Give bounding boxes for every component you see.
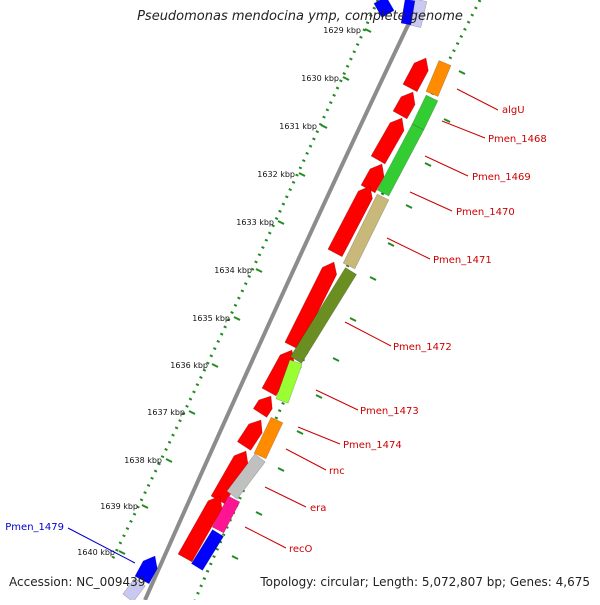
label-connector	[386, 237, 431, 260]
gene-feature	[253, 416, 284, 460]
cds-feature	[252, 395, 273, 418]
gene-tick-mark	[255, 511, 263, 516]
gene-feature	[226, 453, 266, 500]
label-connector	[244, 526, 287, 549]
kbp-tick-mark	[165, 458, 173, 463]
gene-label: Pmen_1479	[5, 522, 64, 533]
gene-feature	[342, 193, 390, 270]
label-connector	[67, 527, 136, 564]
kbp-tick-mark	[364, 28, 372, 33]
gene-tick-mark	[349, 317, 357, 322]
gene-label: era	[310, 503, 326, 514]
map-title: Pseudomonas mendocina ymp, complete geno…	[137, 9, 463, 24]
gene-label: algU	[502, 105, 525, 116]
kbp-tick-mark	[211, 363, 219, 368]
kbp-tick-mark	[298, 172, 306, 177]
cds-feature	[402, 57, 429, 93]
gene-labels: algU Pmen_1468 Pmen_1469 Pmen_1470 Pmen_1471…	[5, 88, 547, 564]
cds-feature	[177, 495, 223, 563]
cds-feature	[360, 163, 385, 194]
kbp-tick-label: 1640 kbp	[77, 548, 115, 557]
kbp-tick-label: 1637 kbp	[147, 408, 185, 417]
kbp-tick-label: 1629 kbp	[323, 26, 361, 35]
gene-label: recO	[289, 544, 313, 555]
kbp-tick-label: 1633 kbp	[236, 218, 274, 227]
gene-feature	[211, 495, 241, 534]
gene-label: Pmen_1474	[343, 440, 402, 451]
gene-features	[122, 0, 452, 603]
gene-tick-mark	[277, 467, 285, 472]
gene-feature	[400, 0, 416, 26]
gene-feature	[373, 0, 395, 18]
cds-feature	[370, 117, 405, 165]
gene-label: rnc	[329, 466, 345, 477]
gene-tick-mark	[332, 357, 340, 362]
gene-tick-mark	[424, 162, 432, 167]
genome-backbone	[143, 0, 422, 601]
gene-feature	[191, 529, 224, 571]
gene-tick-mark	[296, 430, 304, 435]
gene-tick-mark	[231, 555, 239, 560]
gene-tick-mark	[405, 204, 413, 209]
kbp-tick-label: 1639 kbp	[100, 502, 138, 511]
label-connector	[297, 426, 341, 445]
gene-tick-mark	[443, 118, 451, 123]
label-connector	[441, 120, 486, 139]
label-connector	[409, 191, 453, 212]
kbp-tick-label: 1636 kbp	[170, 361, 208, 370]
gene-label: Pmen_1469	[472, 172, 531, 183]
cds-feature	[392, 91, 416, 120]
gene-tick-mark	[315, 394, 323, 399]
gene-feature	[275, 359, 303, 404]
label-connector	[456, 88, 499, 111]
backbone-line	[143, 0, 422, 601]
kbp-tick-label: 1631 kbp	[279, 122, 317, 131]
kbp-tick-mark	[342, 76, 350, 81]
kbp-tick-mark	[320, 124, 328, 129]
accession-text: Accession: NC_009439	[9, 575, 146, 589]
gene-feature	[425, 60, 452, 97]
gene-label: Pmen_1471	[433, 255, 492, 266]
gene-tick-mark	[387, 242, 395, 247]
gene-label: Pmen_1473	[360, 406, 419, 417]
gene-tick-mark	[458, 70, 466, 75]
gene-feature	[411, 94, 439, 131]
label-connector	[315, 389, 359, 411]
kbp-tick-label: 1630 kbp	[301, 74, 339, 83]
kbp-tick-mark	[233, 316, 241, 321]
kbp-tick-label: 1638 kbp	[124, 456, 162, 465]
label-connector	[424, 155, 469, 177]
genome-summary-text: Topology: circular; Length: 5,072,807 bp…	[260, 575, 590, 589]
label-connector	[285, 448, 327, 471]
cds-feature	[284, 261, 337, 350]
kbp-tick-mark	[188, 410, 196, 415]
kbp-tick-mark	[255, 268, 263, 273]
gene-label: Pmen_1472	[393, 342, 452, 353]
kbp-tick-label: 1634 kbp	[214, 266, 252, 275]
label-connector	[344, 321, 392, 347]
gene-tick-mark	[369, 276, 377, 281]
cds-feature	[134, 555, 158, 585]
label-connector	[264, 486, 307, 508]
kbp-tick-mark	[118, 550, 126, 555]
kbp-tick-label: 1632 kbp	[257, 170, 295, 179]
kbp-tick-label: 1635 kbp	[192, 314, 230, 323]
gene-label: Pmen_1470	[456, 207, 515, 218]
kbp-tick-mark	[277, 220, 285, 225]
cds-feature	[236, 419, 263, 451]
gene-feature	[376, 123, 425, 197]
kbp-tick-mark	[141, 504, 149, 509]
gene-label: Pmen_1468	[488, 134, 547, 145]
gene-feature	[290, 267, 357, 364]
cds-feature	[327, 185, 373, 258]
